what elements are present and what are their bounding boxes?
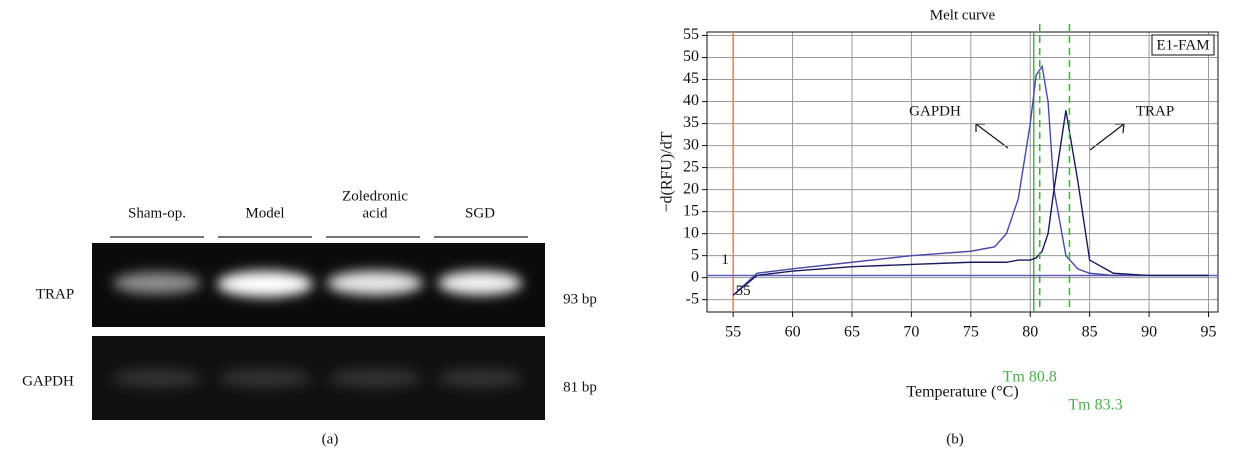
lane-label: Sham-op. [128,205,186,221]
melt-curve [732,110,1209,296]
label-box [1151,34,1215,56]
band [219,369,311,387]
gel-bands [113,271,522,387]
y-tick-label: 50 [683,48,699,65]
y-tick-label: 15 [683,202,699,219]
caption: (a) [322,431,339,447]
lane-label: acid [363,205,388,221]
caption: (b) [946,431,964,447]
band [327,271,423,295]
y-tick-label: 10 [683,224,699,241]
curve-annotation: GAPDH [909,103,961,119]
x-tick-label: 70 [903,324,919,341]
y-tick-label: 5 [691,246,699,263]
x-tick-label: 80 [1022,324,1038,341]
x-tick-label: 75 [963,324,979,341]
plot-frame [706,31,1219,313]
y-tick-label: 55 [683,26,699,43]
y-tick-label: 20 [683,180,699,197]
tm-label: Tm 80.8 [1003,369,1057,386]
size-label: 81 bp [563,379,597,395]
lane-label: SGD [465,205,495,221]
lane-label: Zoledronic [342,188,408,204]
x-tick-label: 65 [844,324,860,341]
y-tick-label: 40 [683,92,699,109]
size-label: 93 bp [563,291,597,307]
x-tick-label: 95 [1200,324,1216,341]
box-label: E1-FAM [1156,37,1209,53]
y-tick-label: 25 [683,158,699,175]
band [438,271,522,295]
chart-title: Melt curve [930,7,996,23]
band [217,271,313,297]
band [438,369,522,387]
x-tick-label: 55 [725,324,741,341]
curve-annotation: TRAP [1136,103,1174,119]
y-tick-label: 0 [691,268,699,285]
y-tick-label: 30 [683,136,699,153]
gel-panel: TRAP GAPDH 93 bp 81 bp (a) [22,236,597,447]
band [113,272,201,294]
y-tick-label: -5 [686,290,699,307]
lane-label: Model [245,205,284,221]
x-tick-label: 85 [1082,324,1098,341]
x-axis-label: Temperature (°C) [906,384,1018,401]
row-label: TRAP [36,286,74,302]
row-label: GAPDH [22,373,74,389]
x-tick-label: 90 [1141,324,1157,341]
x-tick-label: 60 [785,324,801,341]
y-tick-label: 35 [683,114,699,131]
band [329,369,421,387]
tm-label: Tm 83.3 [1068,397,1122,414]
band [113,369,201,387]
melt-curve [732,64,1209,296]
y-tick-label: 45 [683,70,699,87]
y-axis-label: −d(RFU)/dT [659,131,676,212]
start-label: 55 [736,283,751,299]
threshold-label: 1 [721,252,729,268]
